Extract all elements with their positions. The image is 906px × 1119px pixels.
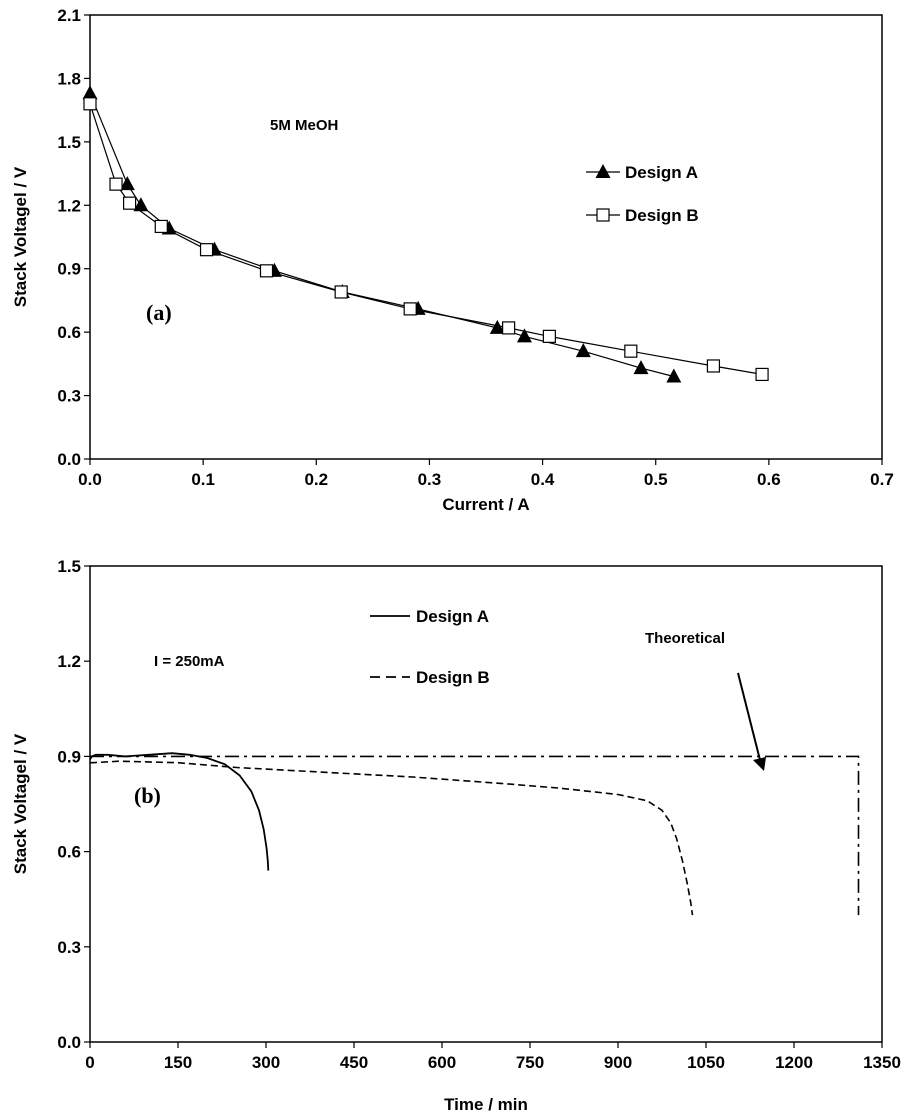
panel-b-x-tick-label: 750 [516, 1053, 544, 1072]
panel-a-y-tick-label: 0.9 [57, 260, 81, 279]
panel-a-x-axis-title: Current / A [442, 495, 529, 514]
series-design-b-point [199, 243, 214, 257]
panel-a-y-tick-label: 0.0 [57, 450, 81, 469]
panel-a-x-tick-label: 0.5 [644, 470, 668, 489]
series-design-a-line [89, 752, 270, 871]
series-design-b-point [502, 321, 516, 335]
panel-b-plot-frame [89, 565, 883, 1043]
series-design-a-point [82, 85, 98, 100]
panel-b-x-tick-label: 450 [340, 1053, 368, 1072]
panel-a-x-tick-label: 0.6 [757, 470, 781, 489]
panel-a-x-tick-label: 0.1 [191, 470, 215, 489]
legend-design-a-label: Design A [625, 163, 698, 182]
series-design-a-point [119, 176, 135, 191]
panel-b-y-tick-label: 1.2 [57, 652, 81, 671]
panel-a-y-axis-title: Stack Voltagel / V [11, 166, 30, 307]
series-design-b-point [83, 97, 97, 111]
panel-b-x-tick-label: 1350 [863, 1053, 901, 1072]
series-design-a-point [666, 368, 682, 383]
panel-b-x-tick-label: 1200 [775, 1053, 813, 1072]
panel-b-y-tick-label: 1.5 [57, 557, 81, 576]
panel-b-x-tick-label: 300 [252, 1053, 280, 1072]
series-theoretical-line [90, 755, 860, 916]
panel-b-legend: Design A Design B [370, 607, 490, 687]
series-design-b-point [122, 196, 137, 210]
series-design-b-point [154, 219, 168, 234]
legend-b-design-b-label: Design B [416, 668, 490, 687]
panel-b-y-tick-label: 0.6 [57, 843, 81, 862]
theoretical-arrow-shaft [737, 672, 761, 761]
series-design-a-point [633, 360, 649, 375]
panel-a-x-tick-label: 0.4 [531, 470, 555, 489]
legend-design-b-label: Design B [625, 206, 699, 225]
panel-b-y-tick-label: 0.3 [57, 938, 81, 957]
series-design-b-point [706, 359, 721, 373]
panel-a-y-tick-label: 0.3 [57, 387, 81, 406]
series-design-a-point [575, 343, 591, 358]
series-design-b-point [334, 285, 348, 299]
panel-a-y-tick-label: 1.2 [57, 196, 81, 215]
theoretical-arrowhead [753, 757, 766, 771]
panel-b-label: (b) [134, 783, 161, 808]
panel-b-x-tick-label: 600 [428, 1053, 456, 1072]
panel-a-x-tick-label: 0.2 [304, 470, 328, 489]
legend-design-b-marker [596, 208, 610, 222]
panel-a-y-tick-label: 0.6 [57, 323, 81, 342]
series-design-a-point [516, 328, 532, 343]
panel-b-chart: 0 150 300 450 600 750 900 1050 1200 1350 0.0 0.3 0.6… [11, 557, 901, 1114]
panel-b-x-tick-label: 900 [604, 1053, 632, 1072]
panel-b-x-tick-label: 150 [164, 1053, 192, 1072]
panel-a-annotation: 5M MeOH [270, 117, 338, 134]
series-design-a-point [489, 319, 505, 334]
series-design-b-line [90, 760, 694, 916]
series-design-b-point [755, 367, 769, 382]
series-design-a-point [133, 197, 149, 212]
series-design-b-point [403, 302, 417, 316]
series-design-b-point [259, 264, 274, 278]
panel-b-y-tick-label: 0.9 [57, 747, 81, 766]
panel-b-x-tick-label: 0 [85, 1053, 94, 1072]
series-design-b-point [624, 344, 638, 358]
panel-a-y-tick-label: 1.8 [57, 69, 81, 88]
panel-a-x-tick-label: 0.3 [418, 470, 442, 489]
series-design-b-point [542, 329, 556, 343]
panel-a-plot-frame [89, 14, 883, 460]
panel-a-y-tick-label: 1.5 [57, 133, 81, 152]
panel-a-x-tick-label: 0.7 [870, 470, 894, 489]
panel-b-x-tick-label: 1050 [687, 1053, 725, 1072]
panel-b-y-tick-label: 0.0 [57, 1033, 81, 1052]
panel-b-y-axis-title: Stack Voltagel / V [11, 733, 30, 874]
panel-b-annotation: I = 250mA [154, 653, 225, 670]
panel-a-x-tick-label: 0.0 [78, 470, 102, 489]
panel-a-chart: 0.0 0.1 0.2 0.3 0.4 0.5 0.6 0.7 0.0 0.3 0.6 0.9 1.2 1… [11, 6, 894, 514]
panel-a-legend: Design A Design B [586, 163, 699, 225]
panel-a-y-tick-label: 2.1 [57, 6, 81, 25]
theoretical-label: Theoretical [645, 630, 725, 647]
legend-b-design-a-label: Design A [416, 607, 489, 626]
panel-a-label: (a) [146, 300, 172, 325]
series-design-b-point [109, 177, 123, 191]
legend-design-a-marker [595, 164, 611, 178]
panel-b-x-axis-title: Time / min [444, 1095, 528, 1114]
